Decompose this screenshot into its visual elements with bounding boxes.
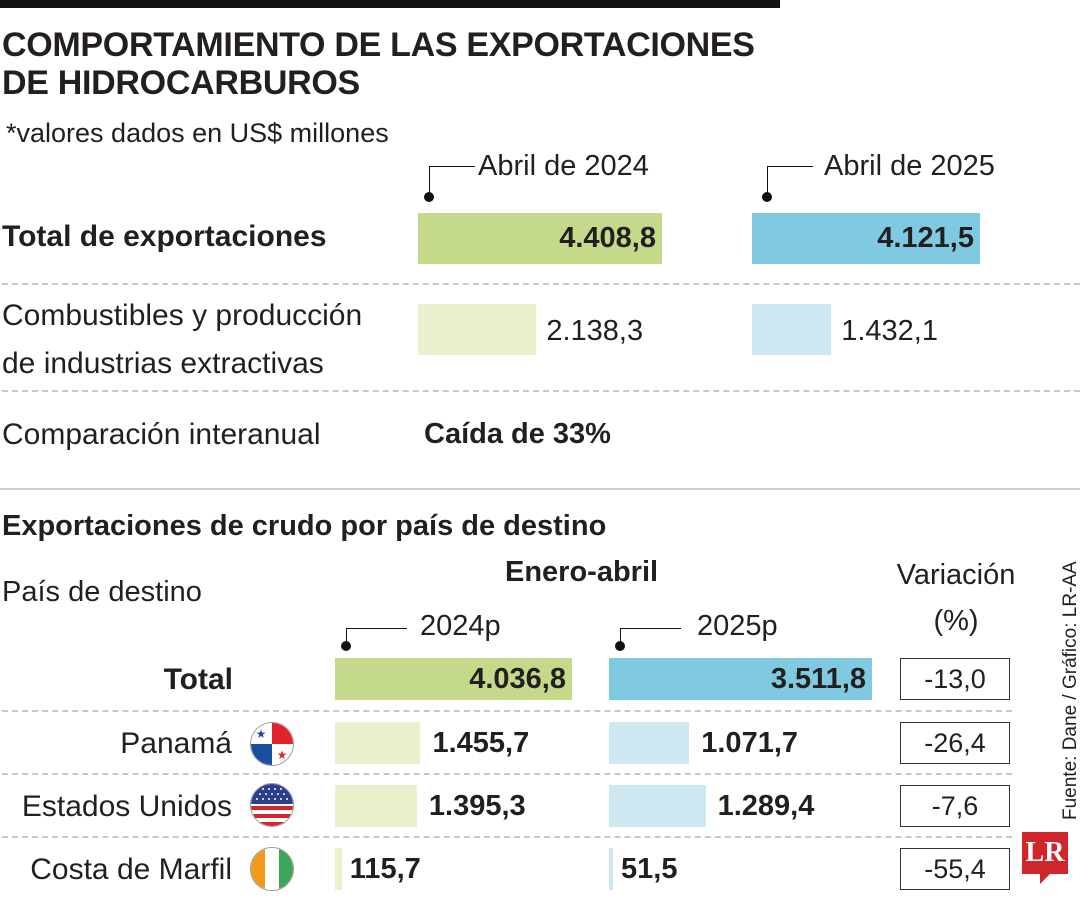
bar-2025-1 [752,304,832,355]
marker-dot-2024p [341,641,351,651]
row-divider [2,773,1012,775]
comparison-value: Caída de 33% [424,418,611,450]
variation-box: -7,6 [900,785,1010,827]
section2-title: Exportaciones de crudo por país de desti… [2,510,607,542]
category-fuels-line-2: de industrias extractivas [2,347,324,380]
category-fuels-line-1: Combustibles y producción [2,299,363,332]
row-divider [2,710,1012,712]
bar-2025p-2 [609,785,706,827]
value-label: 2.138,3 [546,315,644,347]
series-label-2025: Abril de 2025 [824,150,995,182]
source-note: Fuente: Dane / Gráfico: LR-AA [1060,561,1080,820]
bar-2024-1 [418,304,537,355]
variation-header: Variación (%) [886,552,1026,644]
category-fuels: Combustibles y producción de industrias … [2,292,362,388]
value-label: 1.455,7 [432,727,530,759]
marker-line-2024p [346,628,407,644]
variation-box: -26,4 [900,722,1010,764]
marker-dot-2025p [615,641,625,651]
marker-line-2025p [620,628,681,644]
title-line-1: COMPORTAMIENTO DE LAS EXPORTACIONES [2,26,755,64]
row-divider [2,836,1012,838]
page-title: COMPORTAMIENTO DE LAS EXPORTACIONES DE H… [2,26,755,102]
series-label-2025p: 2025p [697,610,778,642]
row-label: Estados Unidos [21,790,232,823]
svg-text:★: ★ [277,748,288,762]
bar-2025-0 [752,213,980,264]
variation-header-line-1: Variación [896,559,1016,591]
row-label: Costa de Marfil [30,853,232,886]
bar-2024p-2 [335,785,417,827]
subtitle: *valores dados en US$ millones [6,118,389,148]
divider [2,390,1080,392]
row-label: Total [163,663,233,696]
value-label: 115,7 [349,853,421,885]
divider [2,283,1080,285]
marker-dot-2025 [762,192,772,202]
row-header: País de destino [2,576,202,608]
marker-dot-2024 [424,192,434,202]
period-header: Enero-abril [505,556,659,588]
top-rule [0,0,780,8]
series-label-2024p: 2024p [420,610,501,642]
value-label: 51,5 [621,853,678,885]
value-label: 1.071,7 [701,727,799,759]
marker-line-2024 [429,166,475,195]
bar-2024p-3 [335,848,342,890]
value-label: 4.036,8 [469,663,566,695]
variation-header-line-2: (%) [933,605,979,637]
row-label: Panamá [120,727,232,760]
title-line-2: DE HIDROCARBUROS [2,64,360,102]
bar-2025p-1 [609,722,690,764]
value-label: 3.511,8 [770,663,866,695]
series-label-2024: Abril de 2024 [478,150,649,182]
bar-2025p-0 [609,658,872,700]
lr-logo: LR [1022,832,1068,874]
ivory-coast-flag-icon [250,847,294,891]
comparison-label: Comparación interanual [2,418,321,451]
variation-box: -55,4 [900,848,1010,890]
logo-tail [1040,872,1052,884]
value-label: 4.408,8 [559,222,656,254]
bar-2025p-3 [609,848,613,890]
value-label: 4.121,5 [877,222,974,254]
bar-2024p-1 [335,722,421,764]
svg-text:★: ★ [256,727,267,741]
category-total-exports: Total de exportaciones [2,220,327,253]
usa-flag-icon [250,783,294,827]
marker-line-2025 [767,166,813,195]
bar-2024-0 [418,213,662,264]
value-label: 1.395,3 [428,790,526,822]
variation-box: -13,0 [900,658,1010,700]
panama-flag-icon: ★ ★ [250,722,294,766]
bar-2024p-0 [335,658,572,700]
section-divider [0,488,1080,490]
value-label: 1.432,1 [841,315,938,347]
value-label: 1.289,4 [717,790,815,822]
